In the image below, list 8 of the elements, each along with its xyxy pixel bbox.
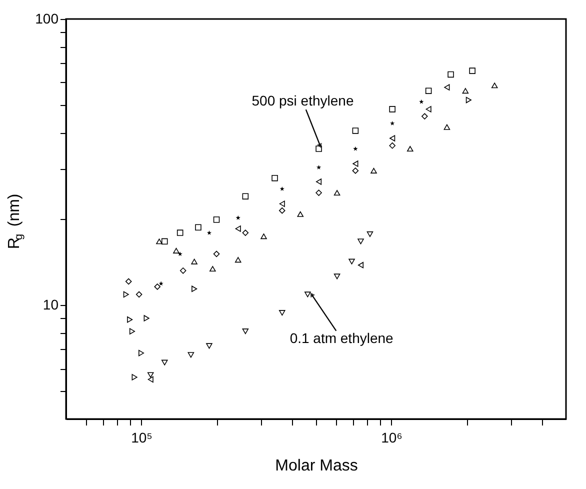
- y-tick-label: 100: [35, 10, 59, 26]
- annotation: 0.1 atm ethylene: [290, 330, 394, 346]
- x-tick-label: 10⁵: [131, 430, 152, 446]
- y-tick-label: 10: [42, 296, 59, 313]
- y-axis-title: Rg (nm): [6, 194, 25, 249]
- x-tick-label: 10⁶: [381, 430, 402, 446]
- x-axis-title: Molar Mass: [275, 458, 358, 474]
- annotation: 500 psi ethylene: [252, 92, 354, 109]
